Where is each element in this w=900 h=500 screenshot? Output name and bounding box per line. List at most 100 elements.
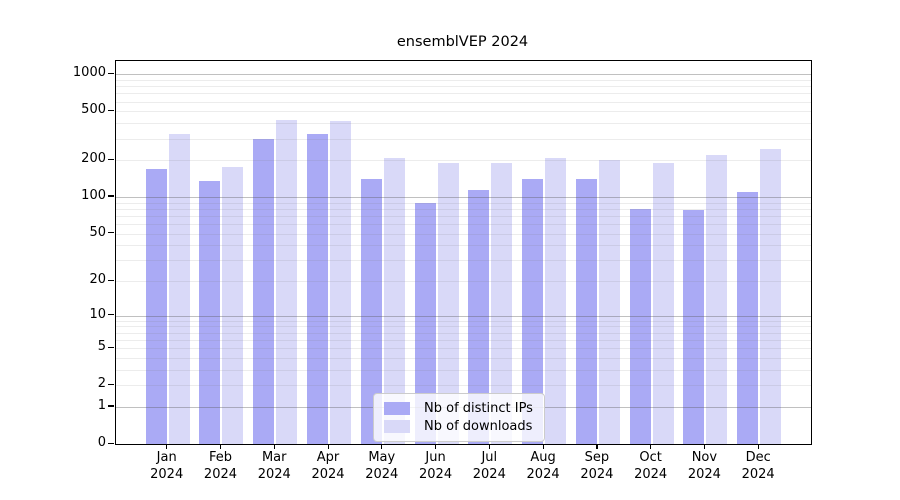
bar-downloads-mar — [276, 119, 298, 444]
y-tick-label-2: 2 — [97, 376, 106, 392]
minor-gridline-3 — [116, 369, 811, 371]
major-gridline-100 — [116, 196, 811, 198]
bar-downloads-feb — [222, 167, 244, 444]
legend-entry-distinct-ips: Nb of distinct IPs — [384, 400, 536, 417]
bar-downloads-nov — [706, 155, 728, 444]
x-tick-mark-jun — [435, 444, 437, 449]
chart-title: ensemblVEP 2024 — [396, 34, 529, 50]
bar-distinct-ips-jan — [145, 168, 167, 444]
bar-downloads-aug — [545, 157, 567, 444]
minor-gridline-7 — [116, 332, 811, 334]
x-tick-mark-may — [381, 444, 383, 449]
minor-gridline-800 — [116, 86, 811, 88]
minor-gridline-50 — [116, 233, 811, 235]
x-tick-mark-apr — [327, 444, 329, 449]
x-tick-mark-jan — [166, 444, 168, 449]
minor-gridline-30 — [116, 260, 811, 262]
minor-gridline-300 — [116, 138, 811, 140]
y-tick-label-1: 1 — [97, 397, 106, 413]
minor-gridline-6 — [116, 339, 811, 341]
y-tick-label-500: 500 — [81, 102, 106, 118]
bar-distinct-ips-oct — [629, 208, 651, 444]
bar-distinct-ips-sep — [575, 179, 597, 444]
major-gridline-1000 — [116, 74, 811, 76]
y-tick-mark-500 — [108, 109, 114, 111]
minor-gridline-600 — [116, 101, 811, 103]
minor-gridline-400 — [116, 123, 811, 125]
y-tick-mark-2 — [108, 383, 114, 385]
minor-gridline-500 — [116, 111, 811, 113]
y-tick-mark-50 — [108, 232, 114, 234]
bar-downloads-sep — [598, 160, 620, 444]
bar-downloads-may — [383, 157, 405, 444]
y-tick-mark-200 — [108, 158, 114, 160]
y-tick-label-5: 5 — [97, 339, 106, 355]
x-tick-label-oct: Oct 2024 — [634, 450, 668, 482]
x-tick-mark-aug — [542, 444, 544, 449]
bar-distinct-ips-jun — [414, 202, 436, 444]
y-tick-label-10: 10 — [89, 306, 106, 322]
x-tick-label-apr: Apr 2024 — [311, 450, 345, 482]
y-tick-mark-20 — [108, 279, 114, 281]
minor-gridline-700 — [116, 93, 811, 95]
y-tick-label-50: 50 — [89, 224, 106, 240]
x-tick-mark-sep — [596, 444, 598, 449]
x-tick-mark-dec — [757, 444, 759, 449]
x-tick-mark-feb — [219, 444, 222, 449]
y-tick-mark-1000 — [108, 72, 114, 74]
x-tick-label-jun: Jun 2024 — [419, 450, 453, 482]
bar-downloads-jun — [437, 162, 459, 444]
y-tick-mark-5 — [108, 346, 114, 348]
y-tick-label-0: 0 — [97, 435, 106, 450]
minor-gridline-70 — [116, 215, 811, 217]
x-tick-label-mar: Mar 2024 — [257, 450, 291, 482]
bar-distinct-ips-jul — [468, 189, 490, 444]
minor-gridline-8 — [116, 326, 811, 328]
x-tick-label-dec: Dec 2024 — [741, 450, 775, 482]
legend-label-downloads: Nb of downloads — [424, 419, 533, 434]
legend-entry-downloads: Nb of downloads — [384, 418, 536, 435]
legend-label-distinct-ips: Nb of distinct IPs — [424, 401, 533, 416]
x-tick-label-may: May 2024 — [365, 450, 399, 482]
minor-gridline-2 — [116, 385, 811, 387]
bar-distinct-ips-aug — [522, 179, 544, 444]
y-tick-mark-0 — [108, 442, 114, 444]
x-tick-mark-mar — [273, 444, 275, 449]
minor-gridline-40 — [116, 245, 811, 247]
x-tick-label-sep: Sep 2024 — [580, 450, 614, 482]
x-tick-label-jul: Jul 2024 — [472, 450, 506, 482]
minor-gridline-90 — [116, 202, 811, 204]
x-tick-label-aug: Aug 2024 — [526, 450, 560, 482]
x-tick-label-feb: Feb 2024 — [203, 450, 238, 482]
minor-gridline-5 — [116, 348, 811, 350]
minor-gridline-900 — [116, 79, 811, 81]
bar-distinct-ips-dec — [737, 191, 759, 444]
minor-gridline-200 — [116, 160, 811, 162]
minor-gridline-80 — [116, 208, 811, 210]
minor-gridline-9 — [116, 320, 811, 322]
y-tick-label-200: 200 — [81, 151, 106, 167]
minor-gridline-20 — [116, 281, 811, 283]
minor-gridline-60 — [116, 223, 811, 225]
legend: Nb of distinct IPs Nb of downloads — [373, 393, 545, 442]
y-tick-mark-1 — [108, 405, 114, 407]
bar-downloads-jan — [168, 134, 190, 444]
bar-distinct-ips-may — [360, 179, 382, 444]
plot-area — [115, 60, 812, 445]
x-tick-mark-nov — [703, 444, 706, 449]
bar-distinct-ips-mar — [253, 138, 275, 444]
bar-downloads-apr — [330, 120, 351, 444]
x-tick-mark-oct — [650, 444, 652, 449]
legend-swatch-downloads — [384, 420, 410, 433]
x-tick-label-nov: Nov 2024 — [687, 450, 721, 482]
bar-downloads-dec — [760, 149, 782, 444]
y-tick-mark-10 — [108, 314, 114, 316]
y-tick-label-100: 100 — [81, 187, 106, 203]
minor-gridline-4 — [116, 357, 811, 359]
bar-downloads-jul — [491, 162, 513, 444]
y-tick-label-1000: 1000 — [72, 65, 106, 81]
y-tick-mark-100 — [108, 195, 114, 197]
legend-swatch-distinct-ips — [384, 402, 410, 415]
bar-distinct-ips-feb — [199, 181, 221, 444]
